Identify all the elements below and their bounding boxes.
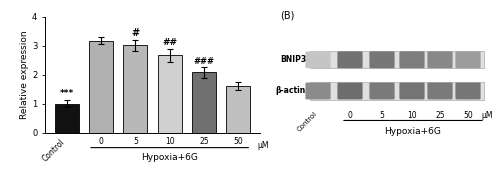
FancyBboxPatch shape: [456, 83, 480, 99]
Bar: [124, 45, 148, 133]
Bar: [226, 86, 250, 133]
Text: 0: 0: [348, 111, 352, 120]
Bar: [310, 51, 484, 69]
Text: #: #: [132, 28, 140, 38]
Bar: [89, 41, 113, 133]
FancyBboxPatch shape: [400, 51, 424, 68]
Y-axis label: Relative expression: Relative expression: [20, 30, 29, 119]
FancyBboxPatch shape: [456, 51, 480, 68]
Bar: [158, 55, 182, 133]
Text: Hypoxia+6G: Hypoxia+6G: [141, 153, 198, 162]
FancyBboxPatch shape: [338, 51, 362, 68]
Bar: [310, 82, 484, 100]
Text: Hypoxia+6G: Hypoxia+6G: [384, 127, 442, 136]
FancyBboxPatch shape: [428, 51, 452, 68]
Bar: [55, 104, 79, 133]
FancyBboxPatch shape: [428, 83, 452, 99]
Text: ***: ***: [60, 89, 74, 98]
FancyBboxPatch shape: [370, 51, 394, 68]
Text: μM: μM: [257, 141, 268, 150]
Text: 25: 25: [435, 111, 445, 120]
Text: BNIP3: BNIP3: [280, 55, 306, 64]
Text: ###: ###: [194, 57, 214, 66]
Text: (B): (B): [280, 10, 294, 20]
Text: ##: ##: [162, 38, 177, 47]
FancyBboxPatch shape: [370, 83, 394, 99]
Text: 50: 50: [463, 111, 473, 120]
Text: μM: μM: [481, 111, 492, 120]
FancyBboxPatch shape: [306, 51, 330, 68]
FancyBboxPatch shape: [400, 83, 424, 99]
Text: Control: Control: [296, 111, 318, 133]
Text: β-actin: β-actin: [276, 87, 306, 96]
Bar: [192, 72, 216, 133]
FancyBboxPatch shape: [338, 83, 362, 99]
FancyBboxPatch shape: [306, 83, 330, 99]
Text: 10: 10: [407, 111, 417, 120]
Text: 5: 5: [380, 111, 384, 120]
